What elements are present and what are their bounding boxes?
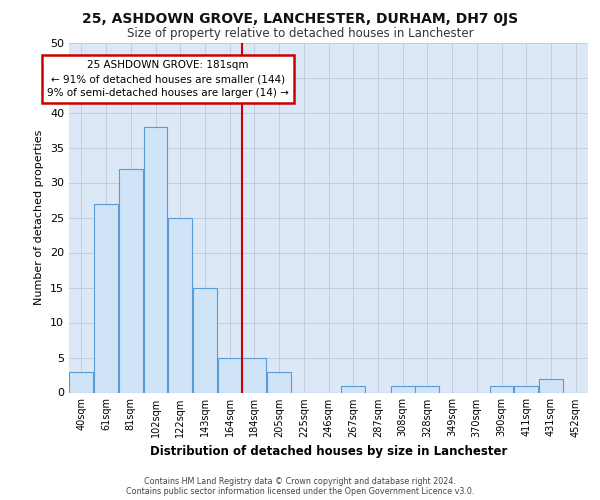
Bar (391, 386, 415, 392)
Text: 25 ASHDOWN GROVE: 181sqm
← 91% of detached houses are smaller (144)
9% of semi-d: 25 ASHDOWN GROVE: 181sqm ← 91% of detach… (47, 60, 289, 98)
Bar (143, 126, 167, 392)
Bar (341, 386, 365, 392)
Bar (490, 386, 514, 392)
Text: Contains HM Land Registry data © Crown copyright and database right 2024.
Contai: Contains HM Land Registry data © Crown c… (126, 476, 474, 496)
X-axis label: Distribution of detached houses by size in Lanchester: Distribution of detached houses by size … (150, 445, 507, 458)
Bar (193, 288, 217, 393)
Bar (539, 378, 563, 392)
Text: Size of property relative to detached houses in Lanchester: Size of property relative to detached ho… (127, 28, 473, 40)
Y-axis label: Number of detached properties: Number of detached properties (34, 130, 44, 305)
Bar (94, 204, 118, 392)
Text: 25, ASHDOWN GROVE, LANCHESTER, DURHAM, DH7 0JS: 25, ASHDOWN GROVE, LANCHESTER, DURHAM, D… (82, 12, 518, 26)
Bar (242, 358, 266, 392)
Bar (168, 218, 192, 392)
Bar (119, 168, 143, 392)
Bar (267, 372, 291, 392)
Bar (514, 386, 538, 392)
Bar (415, 386, 439, 392)
Bar (218, 358, 242, 392)
Bar (70, 372, 94, 392)
